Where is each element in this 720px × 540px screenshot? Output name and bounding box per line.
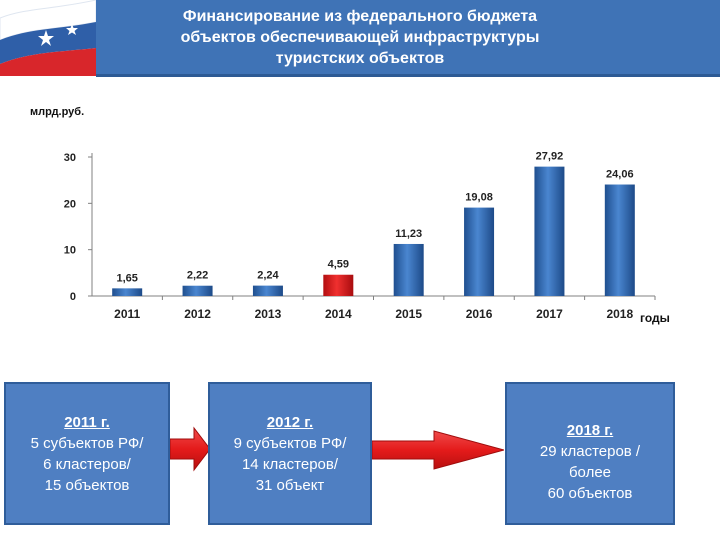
info-box-line: 5 субъектов РФ/ [30,435,144,452]
info-box-line: 29 кластеров / [539,443,641,460]
bar-2017 [534,166,565,296]
bar-2014 [323,274,354,296]
x-tick-label: 2013 [255,307,282,321]
y-tick-label: 30 [64,152,76,164]
header-band [96,0,720,77]
info-box-year: 2012 г. [266,414,314,431]
y-tick-label: 0 [70,291,76,303]
bar-2013 [252,285,283,296]
y-axis-label: млрд.руб. [30,106,85,118]
header: Финансирование из федерального бюджета о… [0,0,720,77]
x-tick-label: 2012 [184,307,211,321]
title-line-2: объектов обеспечивающей инфраструктуры [180,29,540,46]
bar-2015 [393,243,424,296]
info-box-line: 6 кластеров/ [43,456,131,473]
x-tick-label: 2016 [466,307,493,321]
x-tick-label: 2018 [606,307,633,321]
x-tick-label: 2015 [395,307,422,321]
x-tick-label: 2014 [325,307,352,321]
x-tick-label: 2017 [536,307,563,321]
data-label: 2,24 [257,270,279,282]
page-title: Финансирование из федерального бюджета о… [100,6,620,69]
info-box-line: 14 кластеров/ [241,456,339,473]
data-label: 24,06 [606,169,634,181]
arrow-right-icon [170,426,210,472]
data-label: 1,65 [116,272,137,284]
info-box-2011: 2011 г. 5 субъектов РФ/ 6 кластеров/ 15 … [4,382,170,525]
info-box-line: 15 объектов [44,477,130,494]
x-axis-label: годы [640,311,670,325]
info-box-line: 9 субъектов РФ/ [233,435,347,452]
arrow-right-icon [372,430,504,470]
info-box-line: более [568,464,612,481]
data-label: 19,08 [465,192,493,204]
bar-2011 [112,288,143,296]
data-label: 11,23 [395,228,422,240]
data-label: 2,22 [187,270,208,282]
bar-chart: 0 10 20 30 1,65 2011 2,22 2012 2,24 2013 4,59 2014 1… [64,151,656,321]
bar-2016 [464,207,495,296]
title-line-3: туристских объектов [275,50,445,67]
title-line-1: Финансирование из федерального бюджета [182,8,538,25]
flag-logo-icon [0,0,96,76]
info-box-line: 31 объект [255,477,325,494]
x-tick-label: 2011 [114,307,140,321]
bar-2012 [182,285,213,296]
info-box-year: 2011 г. [64,414,110,431]
data-label: 27,92 [536,151,564,163]
info-box-2012: 2012 г. 9 субъектов РФ/ 14 кластеров/ 31… [208,382,372,525]
info-box-2018: 2018 г. 29 кластеров / более 60 объектов [505,382,675,525]
data-label: 4,59 [328,259,349,271]
y-tick-label: 20 [64,198,76,210]
info-box-line: 60 объектов [547,485,633,502]
y-tick-label: 10 [64,245,76,257]
info-box-year: 2018 г. [566,422,614,439]
bar-2018 [604,184,635,296]
